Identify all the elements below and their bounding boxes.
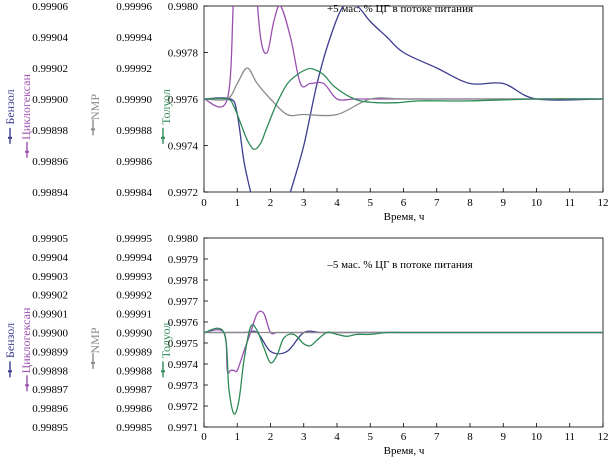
y-tick-label: 0.99904 — [32, 32, 68, 44]
y-tick-label: 0.9980 — [168, 1, 199, 13]
y-tick-label: 0.99896 — [32, 403, 68, 415]
series-line-benzene — [204, 6, 603, 192]
x-tick-label: 8 — [467, 431, 473, 443]
y-tick-label: 0.99899 — [32, 346, 68, 358]
y-tick-label: 0.99991 — [116, 309, 152, 321]
y-tick-label: 0.9972 — [168, 187, 198, 199]
y-tick-label: 0.99987 — [116, 384, 152, 396]
x-tick-label: 3 — [301, 197, 307, 209]
y-tick-label: 0.9972 — [168, 401, 198, 413]
y-tick-label: 0.9977 — [168, 296, 199, 308]
y-tick-label: 0.99989 — [116, 346, 152, 358]
y-tick-label: 0.99901 — [32, 309, 68, 321]
y-tick-label: 0.99986 — [116, 156, 152, 168]
y-tick-label: 0.99898 — [32, 365, 68, 377]
y-tick-label: 0.99906 — [32, 1, 68, 13]
y-axis-label: Толуол — [159, 323, 173, 359]
x-tick-label: 2 — [268, 197, 274, 209]
x-tick-label: 7 — [434, 197, 440, 209]
y-axis-label: Бензол — [3, 323, 17, 358]
y-tick-label: 0.9976 — [168, 94, 199, 106]
y-tick-label: 0.99985 — [116, 422, 152, 434]
x-axis-label: Время, ч — [384, 211, 425, 223]
x-tick-label: 4 — [334, 431, 340, 443]
y-tick-label: 0.99994 — [116, 252, 152, 264]
x-axis-label: Время, ч — [384, 445, 425, 457]
x-tick-label: 6 — [401, 431, 407, 443]
y-tick-label: 0.99900 — [32, 328, 68, 340]
y-tick-label: 0.99904 — [32, 252, 68, 264]
series-line-toluene — [204, 324, 603, 415]
x-tick-label: 5 — [368, 431, 374, 443]
x-tick-label: 7 — [434, 431, 440, 443]
x-tick-label: 9 — [501, 197, 507, 209]
y-tick-label: 0.99900 — [32, 94, 68, 106]
x-tick-label: 2 — [268, 431, 274, 443]
x-tick-label: 11 — [564, 431, 575, 443]
y-tick-label: 0.99902 — [32, 63, 68, 75]
y-tick-label: 0.99992 — [116, 290, 152, 302]
x-tick-label: 6 — [401, 197, 407, 209]
x-tick-label: 5 — [368, 197, 374, 209]
y-tick-label: 0.99902 — [32, 290, 68, 302]
x-tick-label: 1 — [235, 431, 241, 443]
series-line-benzene — [204, 330, 603, 355]
x-tick-label: 12 — [598, 431, 609, 443]
y-tick-label: 0.9974 — [168, 359, 199, 371]
y-tick-label: 0.9980 — [168, 233, 199, 245]
y-axis-label: Циклогексан — [19, 74, 33, 140]
x-tick-label: 9 — [501, 431, 507, 443]
y-tick-label: 0.99896 — [32, 156, 68, 168]
x-tick-label: 10 — [531, 197, 543, 209]
y-axis-label: Толуол — [159, 89, 173, 125]
y-tick-label: 0.99992 — [116, 63, 152, 75]
y-tick-label: 0.99895 — [32, 422, 68, 434]
series-line-toluene — [204, 67, 603, 150]
y-tick-label: 0.9979 — [168, 254, 199, 266]
y-tick-label: 0.99996 — [116, 1, 152, 13]
x-tick-label: 8 — [467, 197, 473, 209]
chart-title: +5 мас. % ЦГ в потоке питания — [327, 3, 473, 15]
y-tick-label: 0.99905 — [32, 233, 68, 245]
y-tick-label: 0.99897 — [32, 384, 68, 396]
y-axis-label: Бензол — [3, 89, 17, 124]
y-tick-label: 0.99984 — [116, 187, 152, 199]
y-tick-label: 0.99894 — [32, 187, 68, 199]
x-tick-label: 3 — [301, 431, 307, 443]
y-tick-label: 0.99990 — [116, 94, 152, 106]
x-tick-label: 4 — [334, 197, 340, 209]
y-tick-label: 0.9973 — [168, 380, 199, 392]
x-tick-label: 0 — [201, 197, 207, 209]
chart-title: –5 мас. % ЦГ в потоке питания — [326, 259, 472, 271]
y-tick-label: 0.9974 — [168, 141, 199, 153]
x-tick-label: 1 — [235, 197, 241, 209]
y-tick-label: 0.99903 — [32, 271, 68, 283]
y-tick-label: 0.99995 — [116, 233, 152, 245]
y-tick-label: 0.99994 — [116, 32, 152, 44]
y-tick-label: 0.99990 — [116, 328, 152, 340]
x-tick-label: 0 — [201, 431, 207, 443]
y-axis-label: Циклогексан — [19, 307, 33, 373]
x-tick-label: 11 — [564, 197, 575, 209]
y-tick-label: 0.9978 — [168, 48, 199, 60]
y-tick-label: 0.99988 — [116, 365, 152, 377]
y-tick-label: 0.99993 — [116, 271, 152, 283]
x-tick-label: 12 — [598, 197, 609, 209]
y-tick-label: 0.99986 — [116, 403, 152, 415]
y-tick-label: 0.99988 — [116, 125, 152, 137]
y-axis-label: NMP — [88, 94, 102, 120]
y-tick-label: 0.9978 — [168, 275, 199, 287]
y-tick-label: 0.9971 — [168, 422, 198, 434]
y-tick-label: 0.99898 — [32, 125, 68, 137]
y-axis-label: NMP — [88, 327, 102, 353]
series-line-nmp — [204, 67, 603, 117]
y-tick-label: 0.9976 — [168, 317, 199, 329]
y-tick-label: 0.9975 — [168, 338, 199, 350]
x-tick-label: 10 — [531, 431, 543, 443]
